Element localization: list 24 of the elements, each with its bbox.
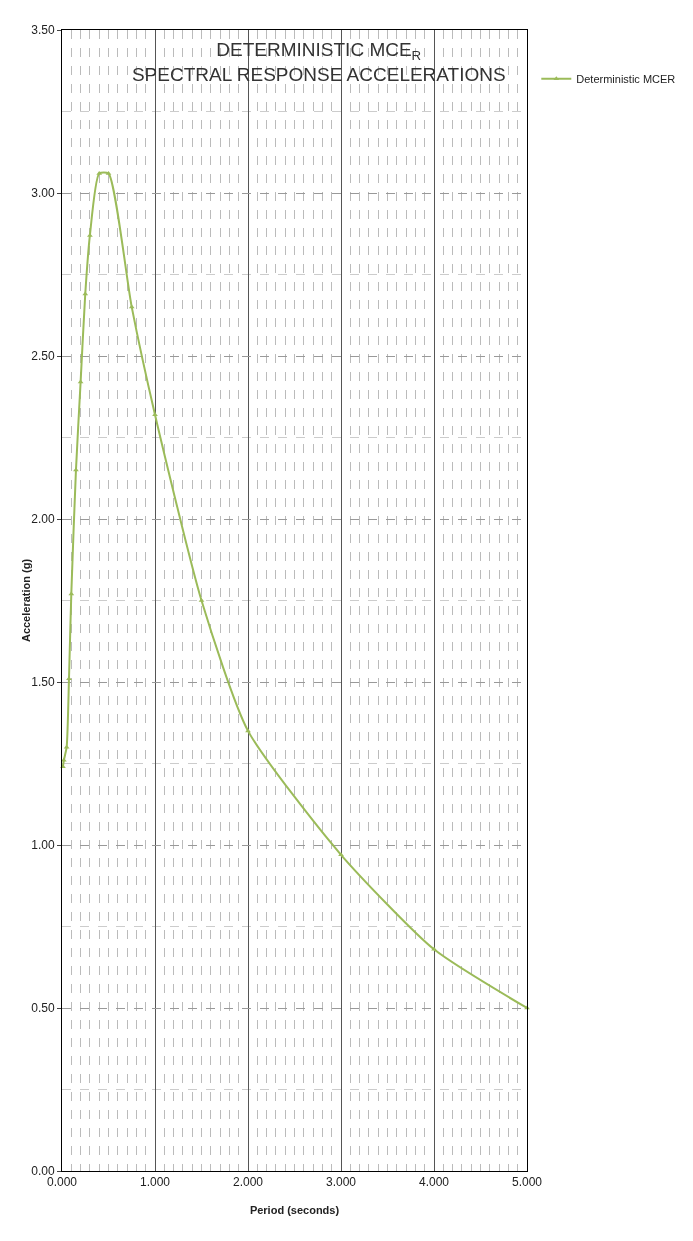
x-tick-label: 1.000 — [139, 1175, 171, 1190]
y-tick-label: 3.50 — [31, 23, 55, 38]
point — [96, 170, 103, 175]
y-tick-label: 2.00 — [31, 512, 55, 527]
point — [431, 946, 437, 951]
x-tick-label: 3.000 — [325, 1175, 357, 1190]
y-tick-label: 0.50 — [31, 1001, 55, 1016]
legend-label: Deterministic MCER — [576, 73, 676, 86]
point — [152, 412, 158, 416]
point — [68, 591, 75, 596]
y-tick-label: 1.00 — [31, 838, 55, 853]
point — [66, 676, 72, 680]
point — [245, 728, 251, 733]
y-axis-title: Acceleration (g) — [20, 558, 32, 643]
x-tick-label: 4.000 — [418, 1175, 450, 1190]
x-tick-label: 5.000 — [511, 1175, 543, 1190]
point — [338, 852, 344, 857]
x-tick-label: 0.000 — [46, 1175, 78, 1190]
y-tick-label: 1.50 — [31, 675, 55, 690]
y-tick-label: 3.00 — [31, 186, 55, 201]
x-axis-title: Period (seconds) — [249, 1204, 340, 1216]
x-tick-label: 2.000 — [232, 1175, 264, 1190]
point — [105, 170, 112, 175]
y-tick-label: 2.50 — [31, 349, 55, 364]
